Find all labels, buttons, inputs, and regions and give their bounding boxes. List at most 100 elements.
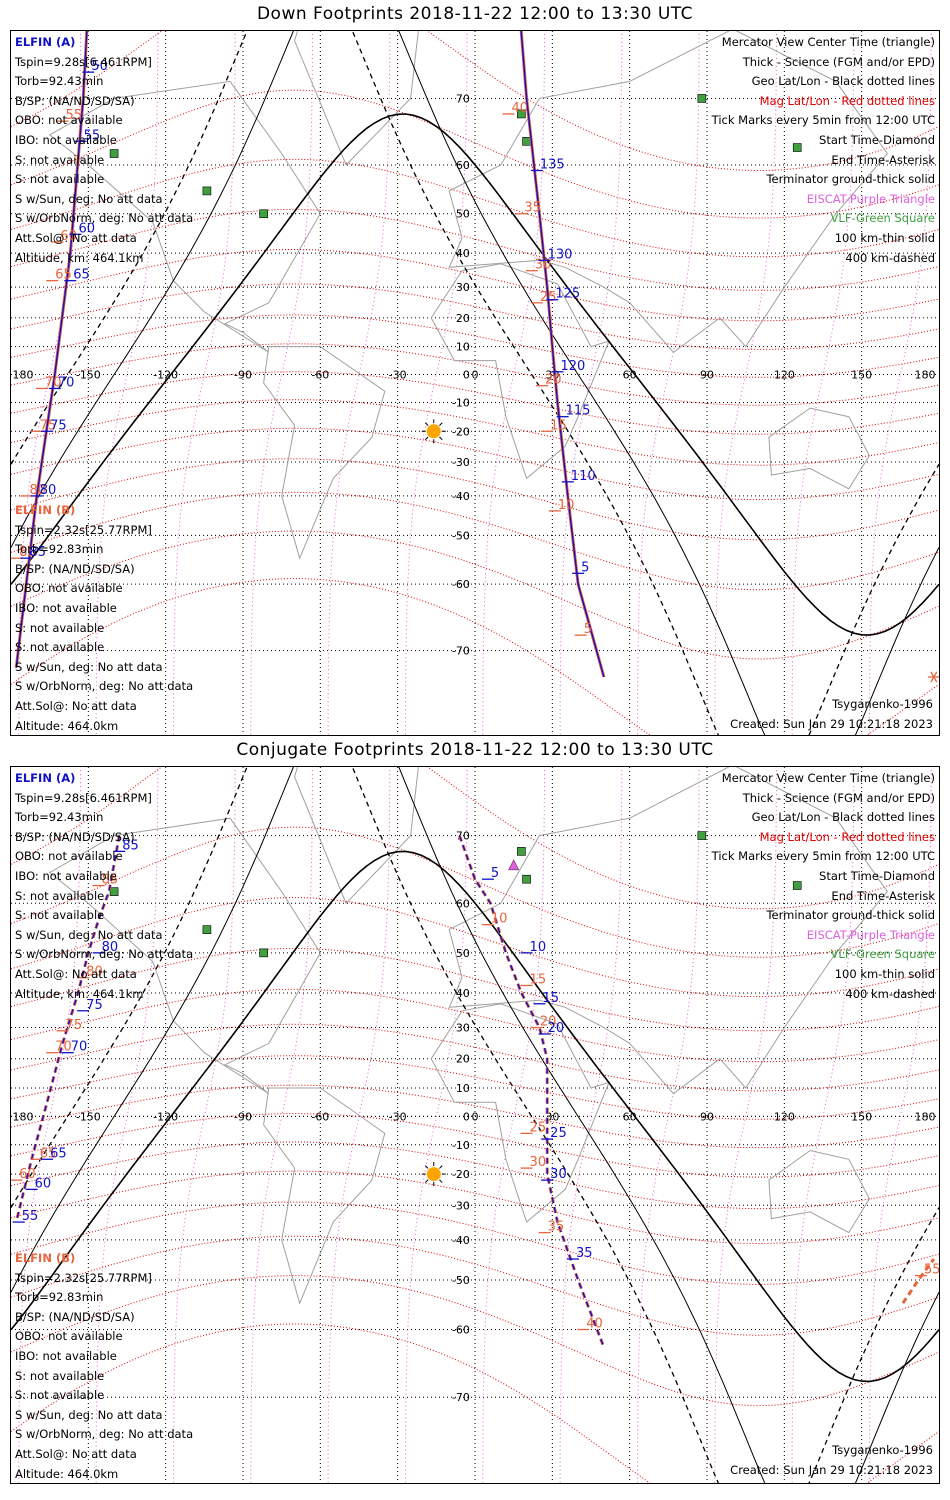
info-line: S w/OrbNorm, deg: No att data (15, 679, 194, 694)
info-line: Att.Sol@: No att data (15, 1446, 137, 1461)
elfin-a-tick-label: 55 (22, 1209, 39, 1224)
mag-lon-line (95, 31, 159, 735)
info-line: Tspin=9.28s[6.461RPM] (15, 54, 152, 69)
down-title: Down Footprints 2018-11-22 12:00 to 13:3… (256, 4, 694, 24)
elfin-b-tick-label: 60 (19, 1167, 36, 1182)
sun-ray (439, 1165, 443, 1169)
elfin-a-label: ELFIN (A) (15, 35, 76, 49)
vlf-station (109, 887, 119, 896)
lat-tick-label: 50 (456, 947, 470, 960)
legend-item: EISCAT-Purple Triangle (806, 927, 935, 942)
elfin-a-track (520, 31, 605, 678)
created-label: Created: Sun Jan 29 10:21:18 2023 (730, 1463, 933, 1477)
info-line: Att.Sol@: No att data (15, 230, 137, 245)
lon-tick-label: -60 (311, 1110, 329, 1123)
map-layers: 180 -150 -120 -90 -60 -30 0 30 60 90 120 150 1807060… (11, 31, 939, 735)
lat-tick-label: -60 (452, 1324, 470, 1337)
lon-tick-label: -150 (76, 369, 101, 382)
info-line: S: not available (15, 640, 105, 655)
info-line: S: not available (15, 172, 105, 187)
vlf-station (522, 137, 531, 146)
elfin-a-tick-label: 70 (58, 375, 75, 390)
info-line: Altitude, km: 464.1km (15, 250, 144, 265)
elfin-b-tick-label: 30 (530, 1155, 547, 1170)
elfin-b-tick-label: 70 (45, 375, 62, 390)
elfin-b-tick-label: 75 (40, 418, 57, 433)
elfin-b-track (901, 1258, 936, 1305)
legend-item: Start Time-Diamond (819, 868, 935, 883)
mag-lon-line (636, 767, 700, 1483)
model-label: Tsyganenko-1996 (832, 697, 933, 711)
elfin-b-tick-label: 80 (86, 965, 103, 980)
elfin-b-tick-label: 55 (924, 1263, 939, 1278)
vlf-station (517, 847, 526, 856)
lon-tick-label: -150 (76, 1110, 101, 1123)
elfin-b-tick-label: 65 (40, 1146, 57, 1161)
elfin-b-tick-label: 80 (29, 483, 46, 498)
vlf-station (522, 874, 531, 884)
elfin-b-tick-label: 25 (530, 1120, 547, 1135)
elfin-a-tick-label: 80 (102, 940, 119, 955)
lat-tick-label: 10 (456, 341, 470, 354)
lat-tick-label: -10 (452, 1139, 470, 1152)
info-line: Torb=92.43min (15, 810, 104, 825)
mag-lat-line (11, 343, 939, 406)
vlf-station (697, 94, 707, 103)
info-line: Att.Sol@: No att data (15, 966, 137, 981)
lat-tick-label: -50 (452, 1274, 470, 1287)
lon-tick-label: -90 (234, 1110, 252, 1123)
info-line: B/SP: (NA/ND/SD/SA) (15, 561, 135, 576)
lat-tick-label: -50 (452, 529, 470, 542)
mag-lat-line (11, 1023, 939, 1092)
legend-item: Start Time-Diamond (819, 132, 935, 147)
coastline (263, 346, 386, 560)
lat-tick-label: 10 (456, 1082, 470, 1095)
lon-tick-label: 180 (13, 1110, 34, 1123)
terminator-ground (11, 113, 939, 636)
elfin-b-tick-label: 35 (548, 1220, 565, 1235)
elfin-a-tick-label: 85 (122, 838, 139, 853)
elfin-a-tick-label: 5 (491, 866, 499, 881)
elfin-a-tick-label: 135 (540, 157, 565, 172)
mag-lon-line (868, 31, 932, 735)
elfin-b-tick-label: 30 (535, 258, 552, 273)
info-line: Torb=92.43min (15, 74, 104, 89)
lon-tick-label: 60 (623, 1110, 637, 1123)
map-canvas: 180 -150 -120 -90 -60 -30 0 30 60 90 120 150 1807060… (11, 31, 939, 735)
lon-tick-label: 150 (851, 369, 872, 382)
terminator-400km (11, 31, 939, 735)
lon-tick-label: 180 (915, 1110, 936, 1123)
map-canvas: 180 -150 -120 -90 -60 -30 0 30 60 90 120 150 1807060… (11, 767, 939, 1483)
lon-tick-label: -30 (389, 1110, 407, 1123)
legend-item: Mag Lat/Lon - Red dotted lines (759, 93, 935, 108)
info-line: S w/Sun, deg: No att data (15, 191, 163, 206)
elfin-b-tick-label: 10 (491, 912, 508, 927)
elfin-a-tick-label: 20 (548, 1021, 565, 1036)
coastline (448, 767, 889, 1095)
lon-tick-label: 0 (472, 369, 479, 382)
mag-lat-line (11, 1141, 939, 1210)
mag-lon-line (250, 767, 314, 1483)
elfin-a-tick-label: 50 (91, 59, 108, 74)
info-line: S: not available (15, 888, 105, 903)
mag-lon-line (250, 31, 314, 735)
mag-lon-line (404, 31, 468, 735)
elfin-a-tick-label: 75 (50, 418, 67, 433)
elfin-b-tick-label: 25 (540, 290, 557, 305)
info-line: Altitude: 464.0km (15, 1466, 119, 1481)
lat-tick-label: -30 (452, 456, 470, 469)
info-line: B/SP: (NA/ND/SD/SA) (15, 829, 135, 844)
info-line: S: not available (15, 1368, 105, 1383)
sun-ray (439, 1179, 443, 1183)
mag-lat-line (11, 371, 939, 435)
mag-lat-line (11, 767, 939, 910)
down-footprints-map: 180 -150 -120 -90 -60 -30 0 30 60 90 120 150 180 70 60… (10, 30, 940, 736)
lon-tick-label: 0 (472, 1110, 479, 1123)
legend-item: Tick Marks every 5min from 12:00 UTC (711, 849, 935, 864)
coastline (48, 80, 321, 353)
info-line: S: not available (15, 152, 105, 167)
mag-lat-line (11, 578, 939, 735)
elfin-b-tick-label: 65 (55, 268, 72, 283)
elfin-b-tick-label: 70 (55, 1040, 72, 1055)
legend-item: VLF-Green Square (830, 211, 935, 226)
